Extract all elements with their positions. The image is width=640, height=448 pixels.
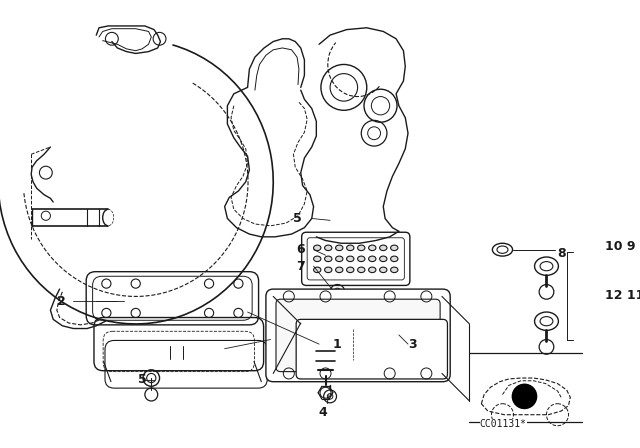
Ellipse shape — [369, 245, 376, 250]
Ellipse shape — [324, 256, 332, 262]
Ellipse shape — [347, 267, 354, 272]
Ellipse shape — [314, 267, 321, 272]
Text: CC01131*: CC01131* — [479, 419, 527, 429]
Ellipse shape — [314, 256, 321, 262]
Text: 5: 5 — [138, 373, 147, 386]
FancyBboxPatch shape — [266, 289, 450, 382]
Circle shape — [511, 383, 538, 409]
Text: 1: 1 — [333, 338, 342, 351]
Text: 4: 4 — [318, 406, 327, 419]
Ellipse shape — [390, 245, 398, 250]
Ellipse shape — [335, 256, 343, 262]
Circle shape — [539, 340, 554, 354]
Ellipse shape — [358, 256, 365, 262]
Ellipse shape — [314, 245, 321, 250]
Ellipse shape — [380, 245, 387, 250]
FancyBboxPatch shape — [301, 232, 410, 285]
Ellipse shape — [324, 267, 332, 272]
Text: 6: 6 — [296, 243, 305, 256]
Ellipse shape — [335, 267, 343, 272]
FancyBboxPatch shape — [276, 299, 440, 372]
Text: 7: 7 — [296, 260, 305, 273]
Text: 12 11: 12 11 — [605, 289, 640, 302]
Text: 10 9: 10 9 — [605, 240, 636, 253]
Text: 2: 2 — [57, 294, 65, 307]
Text: 8: 8 — [557, 247, 566, 260]
Ellipse shape — [390, 256, 398, 262]
Ellipse shape — [380, 256, 387, 262]
Ellipse shape — [390, 267, 398, 272]
Circle shape — [539, 284, 554, 299]
Ellipse shape — [347, 245, 354, 250]
Text: 3: 3 — [408, 338, 417, 351]
Ellipse shape — [358, 245, 365, 250]
Ellipse shape — [369, 256, 376, 262]
Ellipse shape — [347, 256, 354, 262]
Ellipse shape — [380, 267, 387, 272]
Ellipse shape — [335, 245, 343, 250]
Ellipse shape — [358, 267, 365, 272]
Ellipse shape — [324, 245, 332, 250]
Ellipse shape — [369, 267, 376, 272]
Text: 5: 5 — [293, 212, 302, 225]
FancyBboxPatch shape — [296, 319, 447, 379]
